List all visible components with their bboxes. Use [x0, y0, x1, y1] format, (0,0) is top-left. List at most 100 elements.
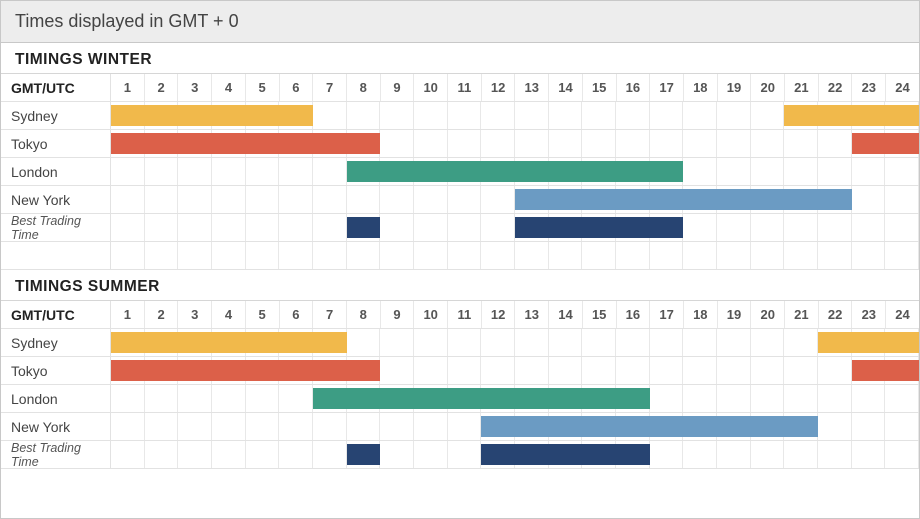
row-hours [111, 130, 919, 157]
bar [347, 161, 684, 182]
data-row: New York [1, 413, 919, 441]
hour-header-cell: 12 [482, 74, 516, 101]
hour-cell [380, 214, 414, 241]
hour-header-cell: 2 [145, 301, 179, 328]
hour-cell [616, 242, 650, 269]
bar [313, 388, 650, 409]
hour-header-cell: 8 [347, 301, 381, 328]
hour-cell [751, 242, 785, 269]
data-row: Best Trading Time [1, 214, 919, 242]
hour-cell [414, 441, 448, 468]
hour-cell [380, 186, 414, 213]
hour-cell [178, 242, 212, 269]
hour-cell [414, 242, 448, 269]
hour-cell [347, 186, 381, 213]
hour-cell [818, 385, 852, 412]
hour-cell [481, 186, 515, 213]
hour-cell [145, 441, 179, 468]
hour-cell [178, 385, 212, 412]
hour-cell [279, 242, 313, 269]
hour-cell [650, 102, 684, 129]
bar [111, 105, 313, 126]
hour-cell [414, 130, 448, 157]
hour-cell [885, 158, 919, 185]
hour-cell [313, 242, 347, 269]
hour-header-cell: 21 [785, 74, 819, 101]
hour-header-cell: 20 [751, 74, 785, 101]
hour-cell [111, 186, 145, 213]
hour-header-cell: 2 [145, 74, 179, 101]
hour-cell [616, 357, 650, 384]
row-hours [111, 413, 919, 440]
hour-header-cell: 14 [549, 301, 583, 328]
hour-cell [751, 441, 785, 468]
hour-cell [784, 130, 818, 157]
hour-cell [178, 214, 212, 241]
spacer-hours [111, 242, 919, 269]
hour-cell [515, 242, 549, 269]
hour-cell [885, 214, 919, 241]
hour-cell [347, 329, 381, 356]
header-hours: 123456789101112131415161718192021222324 [111, 74, 919, 101]
hour-header-cell: 1 [111, 301, 145, 328]
hour-cell [784, 385, 818, 412]
hour-cell [145, 214, 179, 241]
hour-cell [549, 329, 583, 356]
hour-cell [582, 357, 616, 384]
hour-cell [515, 329, 549, 356]
bar [852, 360, 919, 381]
hour-header-cell: 22 [819, 74, 853, 101]
hour-cell [818, 441, 852, 468]
hour-cell [549, 102, 583, 129]
hour-cell [212, 186, 246, 213]
hour-cell [279, 214, 313, 241]
header-label: GMT/UTC [1, 74, 111, 101]
hour-header-cell: 21 [785, 301, 819, 328]
hour-cell [717, 158, 751, 185]
hour-cell [380, 329, 414, 356]
hour-header-cell: 5 [246, 301, 280, 328]
sections-container: TIMINGS WINTERGMT/UTC1234567891011121314… [1, 43, 919, 469]
header-row: GMT/UTC123456789101112131415161718192021… [1, 301, 919, 329]
hour-cell [885, 242, 919, 269]
hour-cell [111, 385, 145, 412]
hour-header-cell: 18 [684, 301, 718, 328]
hour-cell [650, 242, 684, 269]
hour-cell [313, 186, 347, 213]
row-label: Best Trading Time [1, 214, 111, 241]
bar [111, 360, 380, 381]
hour-cell [313, 441, 347, 468]
hour-cell [751, 329, 785, 356]
hour-cell [818, 158, 852, 185]
hour-header-cell: 10 [414, 74, 448, 101]
row-label: Sydney [1, 102, 111, 129]
hour-header-cell: 7 [313, 74, 347, 101]
hour-cell [246, 413, 280, 440]
spacer-label [1, 242, 111, 269]
hour-cell [448, 329, 482, 356]
hour-cell [246, 441, 280, 468]
hour-cell [717, 329, 751, 356]
bar [111, 332, 347, 353]
hour-cell [852, 186, 886, 213]
bar [111, 133, 380, 154]
hour-cell [145, 242, 179, 269]
hour-cell [111, 441, 145, 468]
row-hours [111, 385, 919, 412]
hour-header-cell: 7 [313, 301, 347, 328]
hour-cell [683, 441, 717, 468]
hour-cell [481, 130, 515, 157]
hour-cell [111, 158, 145, 185]
data-row: Sydney [1, 102, 919, 130]
row-hours [111, 214, 919, 241]
hour-cell [279, 385, 313, 412]
data-row: Best Trading Time [1, 441, 919, 469]
grid: GMT/UTC123456789101112131415161718192021… [1, 301, 919, 469]
hour-header-cell: 9 [381, 74, 415, 101]
hour-cell [246, 214, 280, 241]
hour-cell [380, 102, 414, 129]
hour-cell [784, 441, 818, 468]
hour-cell [448, 186, 482, 213]
bar [852, 133, 919, 154]
hour-cell [481, 242, 515, 269]
